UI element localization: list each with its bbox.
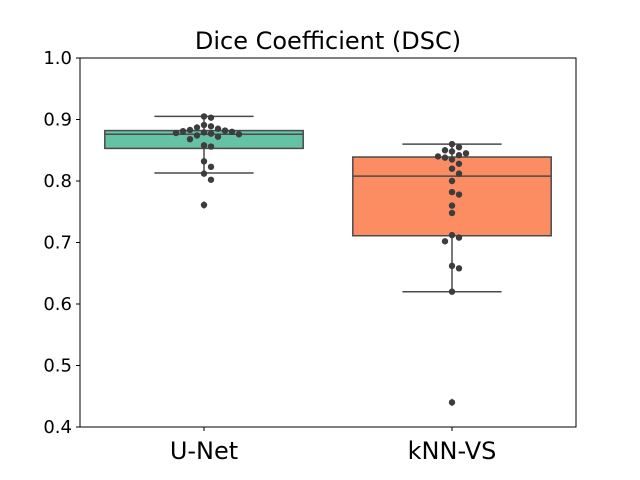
- data-point: [448, 262, 456, 270]
- y-tick-label: 0.9: [43, 110, 72, 131]
- data-point: [441, 154, 449, 161]
- data-point: [214, 125, 222, 132]
- y-tick-label: 0.5: [43, 356, 72, 377]
- data-point: [448, 399, 456, 406]
- data-point: [441, 147, 449, 154]
- data-point: [193, 132, 201, 139]
- data-point: [200, 113, 208, 120]
- data-point: [172, 129, 180, 137]
- data-point: [448, 165, 456, 172]
- data-point: [441, 238, 449, 245]
- data-point: [228, 128, 236, 135]
- plot-area: [104, 113, 552, 407]
- y-axis: 0.4 0.5 0.6 0.7 0.8 0.9 1.0: [43, 48, 80, 438]
- y-tick-label: 0.4: [43, 417, 72, 438]
- data-point: [200, 170, 208, 177]
- data-point: [448, 209, 456, 217]
- data-point: [200, 121, 208, 129]
- data-point: [235, 131, 243, 138]
- data-point: [448, 177, 456, 185]
- plot-frame: [79, 57, 577, 428]
- data-point: [455, 234, 463, 241]
- data-point: [193, 124, 201, 131]
- data-point: [207, 130, 215, 137]
- data-point: [455, 191, 463, 198]
- data-point: [462, 150, 470, 157]
- data-point: [207, 143, 215, 150]
- data-point: [221, 127, 229, 134]
- data-point: [448, 231, 456, 239]
- x-tick-label: kNN-VS: [408, 437, 497, 465]
- data-point: [200, 142, 208, 149]
- data-point: [434, 153, 442, 160]
- data-point: [200, 129, 208, 136]
- data-point: [448, 288, 456, 295]
- data-point: [207, 114, 215, 121]
- data-point: [186, 126, 194, 134]
- data-point: [455, 151, 463, 159]
- data-point: [448, 188, 456, 196]
- data-point: [200, 158, 208, 165]
- x-tick-label: U-Net: [170, 437, 238, 465]
- data-point: [186, 135, 194, 143]
- data-point: [448, 140, 456, 148]
- chart-title: Dice Coefficient (DSC): [195, 27, 461, 55]
- data-point: [448, 156, 456, 163]
- y-tick-label: 0.8: [43, 171, 72, 192]
- data-point: [455, 143, 463, 151]
- data-point: [200, 201, 208, 209]
- data-point: [455, 160, 463, 167]
- data-point: [455, 170, 463, 177]
- data-point: [207, 176, 215, 183]
- data-point: [207, 163, 215, 171]
- y-tick-label: 0.7: [43, 233, 72, 254]
- x-axis: U-Net kNN-VS: [170, 427, 497, 465]
- data-point: [179, 127, 187, 135]
- y-tick-label: 0.6: [43, 294, 72, 315]
- data-point: [448, 148, 456, 155]
- y-tick-label: 1.0: [43, 48, 72, 69]
- data-point: [214, 133, 222, 140]
- box-group-knn-vs: [352, 140, 552, 407]
- data-point: [455, 265, 463, 272]
- box-group-u-net: [104, 113, 304, 209]
- data-point: [207, 123, 215, 130]
- data-point: [448, 202, 456, 209]
